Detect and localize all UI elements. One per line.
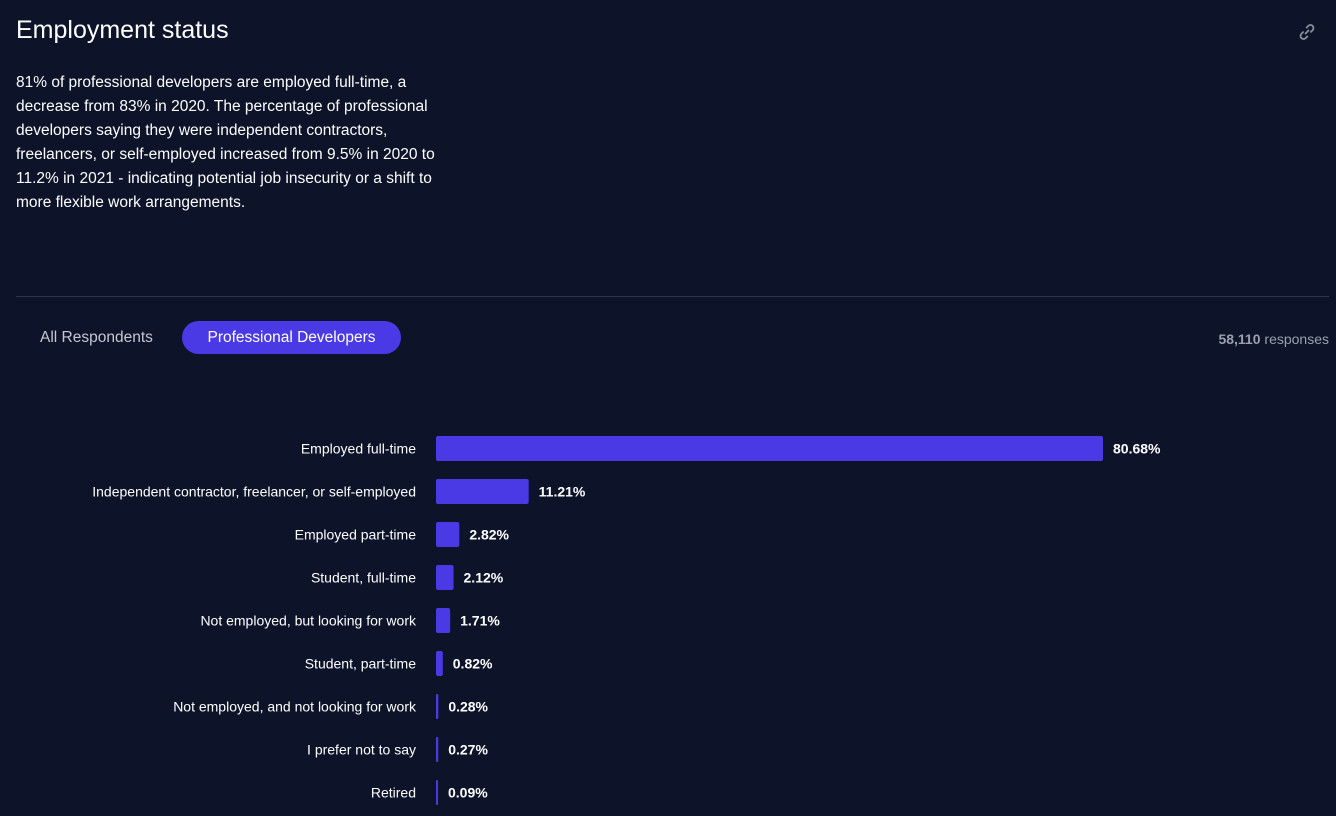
bar-value-label: 1.71% [460, 613, 500, 629]
responses-label: responses [1264, 331, 1329, 347]
bar-category-label: Employed part-time [295, 527, 417, 543]
bar-category-label: Not employed, and not looking for work [173, 699, 417, 715]
bar-category-label: Retired [371, 785, 416, 801]
bar[interactable] [436, 479, 529, 504]
bar[interactable] [436, 565, 454, 590]
bar[interactable] [436, 522, 460, 547]
bar-category-label: Employed full-time [301, 441, 416, 457]
bar-value-label: 2.82% [469, 527, 509, 543]
bar[interactable] [436, 608, 451, 633]
bar-category-label: Student, full-time [311, 570, 416, 586]
responses-count: 58,110 responses [1218, 329, 1329, 349]
bar[interactable] [436, 651, 443, 676]
bar-category-label: I prefer not to say [307, 742, 416, 758]
bar-value-label: 80.68% [1113, 441, 1161, 457]
bar-value-label: 0.28% [448, 699, 488, 715]
bar-value-label: 0.09% [448, 785, 488, 801]
bar[interactable] [436, 436, 1103, 461]
responses-number: 58,110 [1218, 331, 1261, 347]
bar-value-label: 2.12% [464, 570, 504, 586]
bar[interactable] [436, 780, 438, 805]
bar-category-label: Independent contractor, freelancer, or s… [92, 484, 416, 500]
bar[interactable] [436, 694, 439, 719]
bar-value-label: 0.82% [453, 656, 493, 672]
bar-value-label: 11.21% [539, 484, 586, 500]
bar-category-label: Not employed, but looking for work [200, 613, 417, 629]
employment-bar-chart: Employed full-time 80.68% Independent cont… [92, 436, 1161, 805]
bar-value-label: 0.27% [448, 742, 488, 758]
bar-category-label: Student, part-time [305, 656, 416, 672]
divider [16, 296, 1329, 297]
bar[interactable] [436, 737, 439, 762]
tab-professional-developers[interactable]: Professional Developers [182, 321, 401, 354]
link-icon[interactable] [1297, 22, 1317, 42]
section-title: Employment status [16, 16, 229, 44]
tab-all-respondents[interactable]: All Respondents [40, 329, 153, 346]
section-description: 81% of professional developers are emplo… [16, 74, 435, 211]
